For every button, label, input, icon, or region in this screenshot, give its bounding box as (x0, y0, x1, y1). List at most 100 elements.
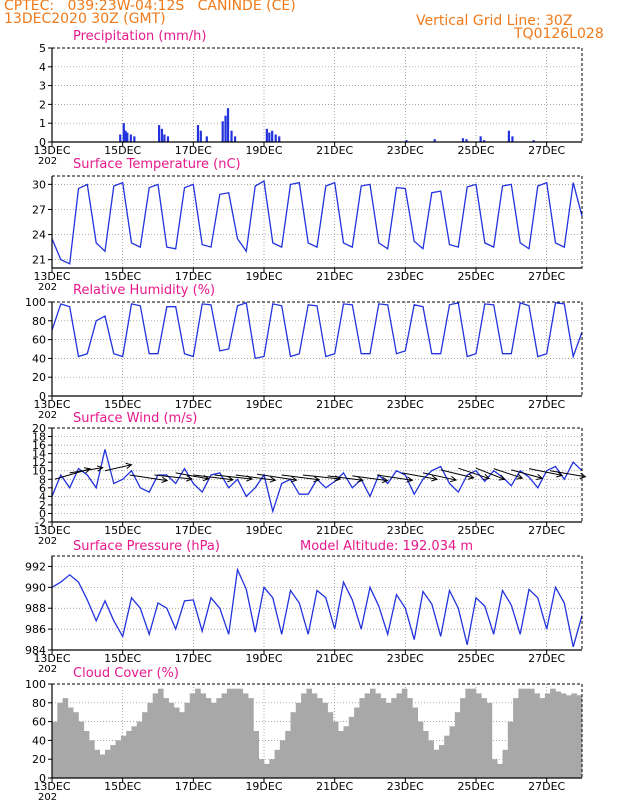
cloud-bar (433, 749, 440, 778)
precip-bar (166, 136, 170, 142)
xtick-year: 202 (38, 792, 57, 800)
cloud-bar (354, 707, 360, 778)
cloud-bar (407, 698, 413, 778)
wind-vector (214, 474, 252, 480)
cloud-bar (110, 745, 116, 778)
wind-arrowhead (313, 476, 321, 483)
precip-bar (205, 136, 208, 142)
cloud-bar (539, 698, 546, 778)
xtick-year: 202 (38, 156, 57, 167)
cloud-bar (136, 721, 143, 778)
cloud-bar (544, 693, 551, 778)
precip-bar (233, 136, 237, 142)
cloud-bar (332, 721, 339, 778)
xtick-label: 23DEC (387, 780, 424, 793)
ytick-label: 100 (25, 296, 46, 309)
cloud-bar (52, 721, 58, 778)
ytick-label: 5 (39, 42, 46, 55)
xtick-year: 202 (38, 282, 57, 293)
wind-arrowhead (467, 473, 475, 480)
cloud-bar (62, 698, 69, 778)
cloud-bar (126, 731, 132, 778)
cloud-bar (401, 688, 408, 778)
panel-title: Relative Humidity (%) (73, 283, 215, 298)
wind-vector (256, 473, 297, 481)
ytick-label: 100 (25, 678, 46, 691)
ytick-label: 8 (39, 473, 46, 486)
cloud-bar (454, 712, 461, 778)
xtick-label: 13DEC (33, 270, 70, 283)
cloud-bar (507, 721, 514, 778)
ytick-label: 992 (25, 560, 46, 573)
wind-vector (511, 469, 543, 479)
cloud-bar (348, 716, 355, 778)
panel-title: Cloud Cover (%) (73, 666, 179, 681)
precip-bar (160, 128, 164, 142)
ytick-label: 0 (39, 772, 46, 785)
cloud-bar (375, 693, 381, 778)
cloud-bar (189, 693, 196, 778)
precip-bar (532, 140, 535, 142)
precip-bar (119, 134, 122, 142)
xtick-label: 27DEC (528, 780, 565, 793)
xtick-label: 27DEC (528, 144, 565, 157)
cloud-bar (470, 688, 477, 778)
cloud-bar (168, 702, 175, 778)
ytick-label: 6 (39, 482, 46, 495)
wind-arrowhead (290, 476, 298, 483)
xtick-label: 17DEC (175, 270, 212, 283)
ytick-label: 0 (39, 507, 46, 520)
wind-arrowhead (556, 471, 564, 478)
wind-vector (493, 468, 523, 479)
xtick-label: 13DEC (33, 398, 70, 411)
wind-vector (422, 472, 457, 481)
panel-temp: 21 24 27 30 13DEC 15DEC 17DEC 19DEC 21DEC 23DEC 25… (32, 157, 583, 293)
panel-title: Surface Temperature (nC) (73, 157, 241, 172)
panel-title: Surface Pressure (hPa) (73, 539, 220, 554)
cloud-bar (423, 731, 429, 778)
xtick-label: 15DEC (104, 780, 141, 793)
cloud-bar (269, 759, 275, 778)
wind-vector (352, 475, 388, 482)
cloud-bar (513, 698, 519, 778)
chart-header: CPTEC: 039:23W-04:12S CANINDE (CE) 13DEC… (0, 0, 618, 48)
wind-vector (104, 464, 132, 472)
xtick-label: 13DEC (33, 144, 70, 157)
cloud-bar (327, 712, 334, 778)
xtick-label: 13DEC (33, 524, 70, 537)
xtick-label: 25DEC (457, 398, 494, 411)
cloud-bar (338, 731, 344, 778)
cloud-bar (131, 726, 138, 778)
cloud-bar (163, 698, 169, 778)
wind-vector (235, 474, 276, 481)
xtick-label: 17DEC (175, 652, 212, 665)
cloud-bar (253, 731, 259, 778)
panel-frame (51, 47, 583, 143)
xtick-label: 19DEC (245, 652, 282, 665)
cloud-bar (226, 688, 233, 778)
cloud-bar (444, 735, 450, 778)
ytick-label: 21 (32, 254, 46, 267)
wind-vector (550, 470, 586, 478)
ytick-label: 1 (39, 117, 46, 130)
cloud-bar (285, 731, 291, 778)
cloud-bar (67, 707, 74, 778)
precip-bar (465, 139, 468, 142)
xtick-label: 15DEC (104, 144, 141, 157)
cloud-bar (481, 698, 487, 778)
wind-arrowhead (406, 476, 414, 483)
cloud-bar (438, 745, 445, 778)
ytick-label: 40 (32, 352, 46, 365)
precip-bar (479, 136, 482, 142)
precip-bar (461, 138, 465, 142)
xtick-label: 15DEC (104, 524, 141, 537)
cloud-bar (264, 763, 270, 778)
ytick-label: 27 (32, 203, 46, 216)
ytick-label: 20 (32, 371, 46, 384)
cloud-bar (232, 688, 238, 778)
cloud-bar (566, 695, 572, 778)
wind-arrowhead (186, 475, 193, 482)
precip-bar (199, 130, 202, 142)
cloud-bar (73, 712, 79, 778)
